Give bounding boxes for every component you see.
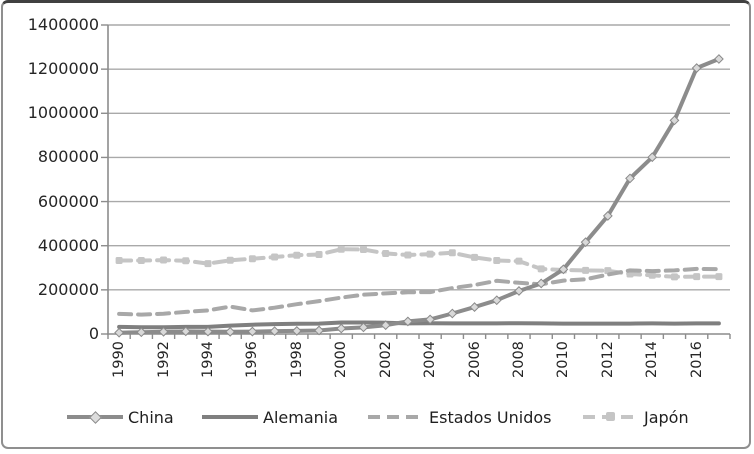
y-axis-tick-label: 1000000 — [27, 103, 99, 123]
y-axis-tick-label: 1200000 — [27, 59, 99, 79]
data-point-marker-china — [447, 308, 458, 319]
data-point-marker-china — [358, 322, 369, 333]
series-line-china — [117, 57, 721, 335]
data-point-marker-japon — [693, 273, 701, 281]
data-point-marker-japon — [382, 249, 390, 257]
data-point-marker-china — [625, 173, 635, 184]
data-point-marker-china — [136, 327, 147, 338]
data-point-marker-china — [514, 286, 524, 296]
y-axis-tick-label: 1400000 — [27, 15, 99, 34]
data-point-marker-china — [314, 325, 324, 336]
x-axis-tick-label: 2000 — [333, 341, 350, 378]
data-point-marker-china — [558, 264, 569, 275]
data-point-marker-china — [291, 326, 302, 336]
x-axis-tick-label: 1998 — [288, 341, 305, 378]
legend-item-alemania: Alemania — [202, 404, 338, 430]
data-point-marker-china — [180, 326, 191, 337]
data-point-marker-japon — [337, 245, 345, 253]
data-point-marker-japon — [426, 250, 434, 258]
y-axis-tick-label: 0 — [88, 324, 99, 343]
x-axis-tick-label: 1990 — [111, 341, 128, 378]
x-axis-tick-label: 2006 — [466, 341, 483, 378]
x-axis-tick-label: 2012 — [599, 341, 616, 378]
data-point-marker-japon — [359, 245, 367, 253]
legend-label-japon: Japón — [644, 407, 689, 427]
legend-item-china: China — [67, 404, 174, 430]
data-point-marker-china — [602, 211, 613, 221]
data-point-marker-china — [647, 152, 658, 163]
legend-swatch-alemania — [202, 404, 258, 430]
data-point-marker-japon — [715, 273, 723, 281]
data-point-marker-japon — [204, 260, 212, 268]
data-point-marker-china — [425, 314, 436, 325]
x-axis-tick-label: 2002 — [377, 341, 394, 378]
data-point-marker-japon — [582, 266, 590, 274]
legend-label-estados-unidos: Estados Unidos — [429, 407, 552, 427]
data-point-marker-japon — [226, 256, 234, 264]
legend: China Alemania Estados Unidos Japón — [0, 404, 754, 430]
data-point-marker-japon — [248, 255, 256, 263]
data-point-marker-china — [380, 320, 391, 331]
data-point-marker-china — [114, 327, 125, 338]
legend-swatch-estados-unidos — [368, 404, 424, 430]
data-point-marker-japon — [404, 251, 412, 259]
data-point-marker-china — [203, 326, 213, 337]
data-point-marker-china — [158, 326, 169, 337]
data-point-marker-china — [269, 326, 280, 337]
diamond-marker-icon — [89, 411, 102, 424]
data-point-marker-japon — [315, 251, 323, 259]
legend-swatch-japon — [583, 404, 639, 430]
data-point-marker-japon — [537, 265, 545, 273]
square-marker-icon — [606, 412, 615, 421]
legend-item-estados-unidos: Estados Unidos — [368, 404, 551, 430]
data-point-marker-japon — [448, 249, 456, 257]
data-point-marker-china — [713, 54, 724, 64]
data-point-marker-china — [225, 326, 236, 337]
x-axis-tick-label: 2014 — [644, 341, 661, 378]
data-point-marker-china — [491, 295, 502, 306]
data-point-marker-japon — [137, 257, 145, 265]
data-point-marker-japon — [160, 256, 168, 264]
data-point-marker-japon — [515, 257, 523, 265]
y-axis-tick-label: 600000 — [37, 191, 99, 211]
x-axis-tick-label: 1992 — [155, 341, 172, 378]
data-point-marker-china — [402, 316, 413, 327]
legend-item-japon: Japón — [583, 404, 689, 430]
data-point-marker-china — [691, 63, 702, 73]
data-point-marker-china — [669, 115, 680, 126]
x-axis-tick-label: 2010 — [555, 341, 572, 378]
data-point-marker-japon — [493, 257, 501, 265]
data-point-marker-china — [469, 302, 480, 312]
y-axis-tick-label: 800000 — [37, 147, 99, 167]
x-axis-tick-label: 2004 — [422, 341, 439, 378]
y-axis-tick-label: 200000 — [37, 279, 99, 299]
data-point-marker-china — [247, 326, 258, 337]
data-point-marker-japon — [471, 253, 479, 261]
x-axis-tick-label: 2016 — [688, 341, 705, 378]
data-point-marker-china — [580, 237, 591, 248]
series-line-alemania — [117, 320, 721, 330]
line-sample — [368, 415, 424, 419]
legend-swatch-china — [67, 404, 123, 430]
legend-label-alemania: Alemania — [263, 407, 339, 427]
data-point-marker-japon — [293, 251, 301, 259]
data-point-marker-japon — [182, 257, 190, 265]
data-point-marker-japon — [648, 271, 656, 279]
line-sample — [202, 415, 258, 419]
x-axis-tick-label: 2008 — [510, 341, 527, 378]
x-axis-tick-label: 1996 — [244, 341, 261, 378]
series-line-estados-unidos — [117, 266, 721, 317]
x-axis-tick-label: 1994 — [199, 341, 216, 378]
data-point-marker-japon — [670, 273, 678, 281]
data-point-marker-china — [336, 323, 347, 334]
data-point-marker-japon — [271, 253, 279, 261]
y-axis-tick-label: 400000 — [37, 235, 99, 255]
data-point-marker-china — [536, 278, 547, 289]
data-point-marker-japon — [115, 257, 123, 265]
legend-label-china: China — [128, 407, 174, 427]
